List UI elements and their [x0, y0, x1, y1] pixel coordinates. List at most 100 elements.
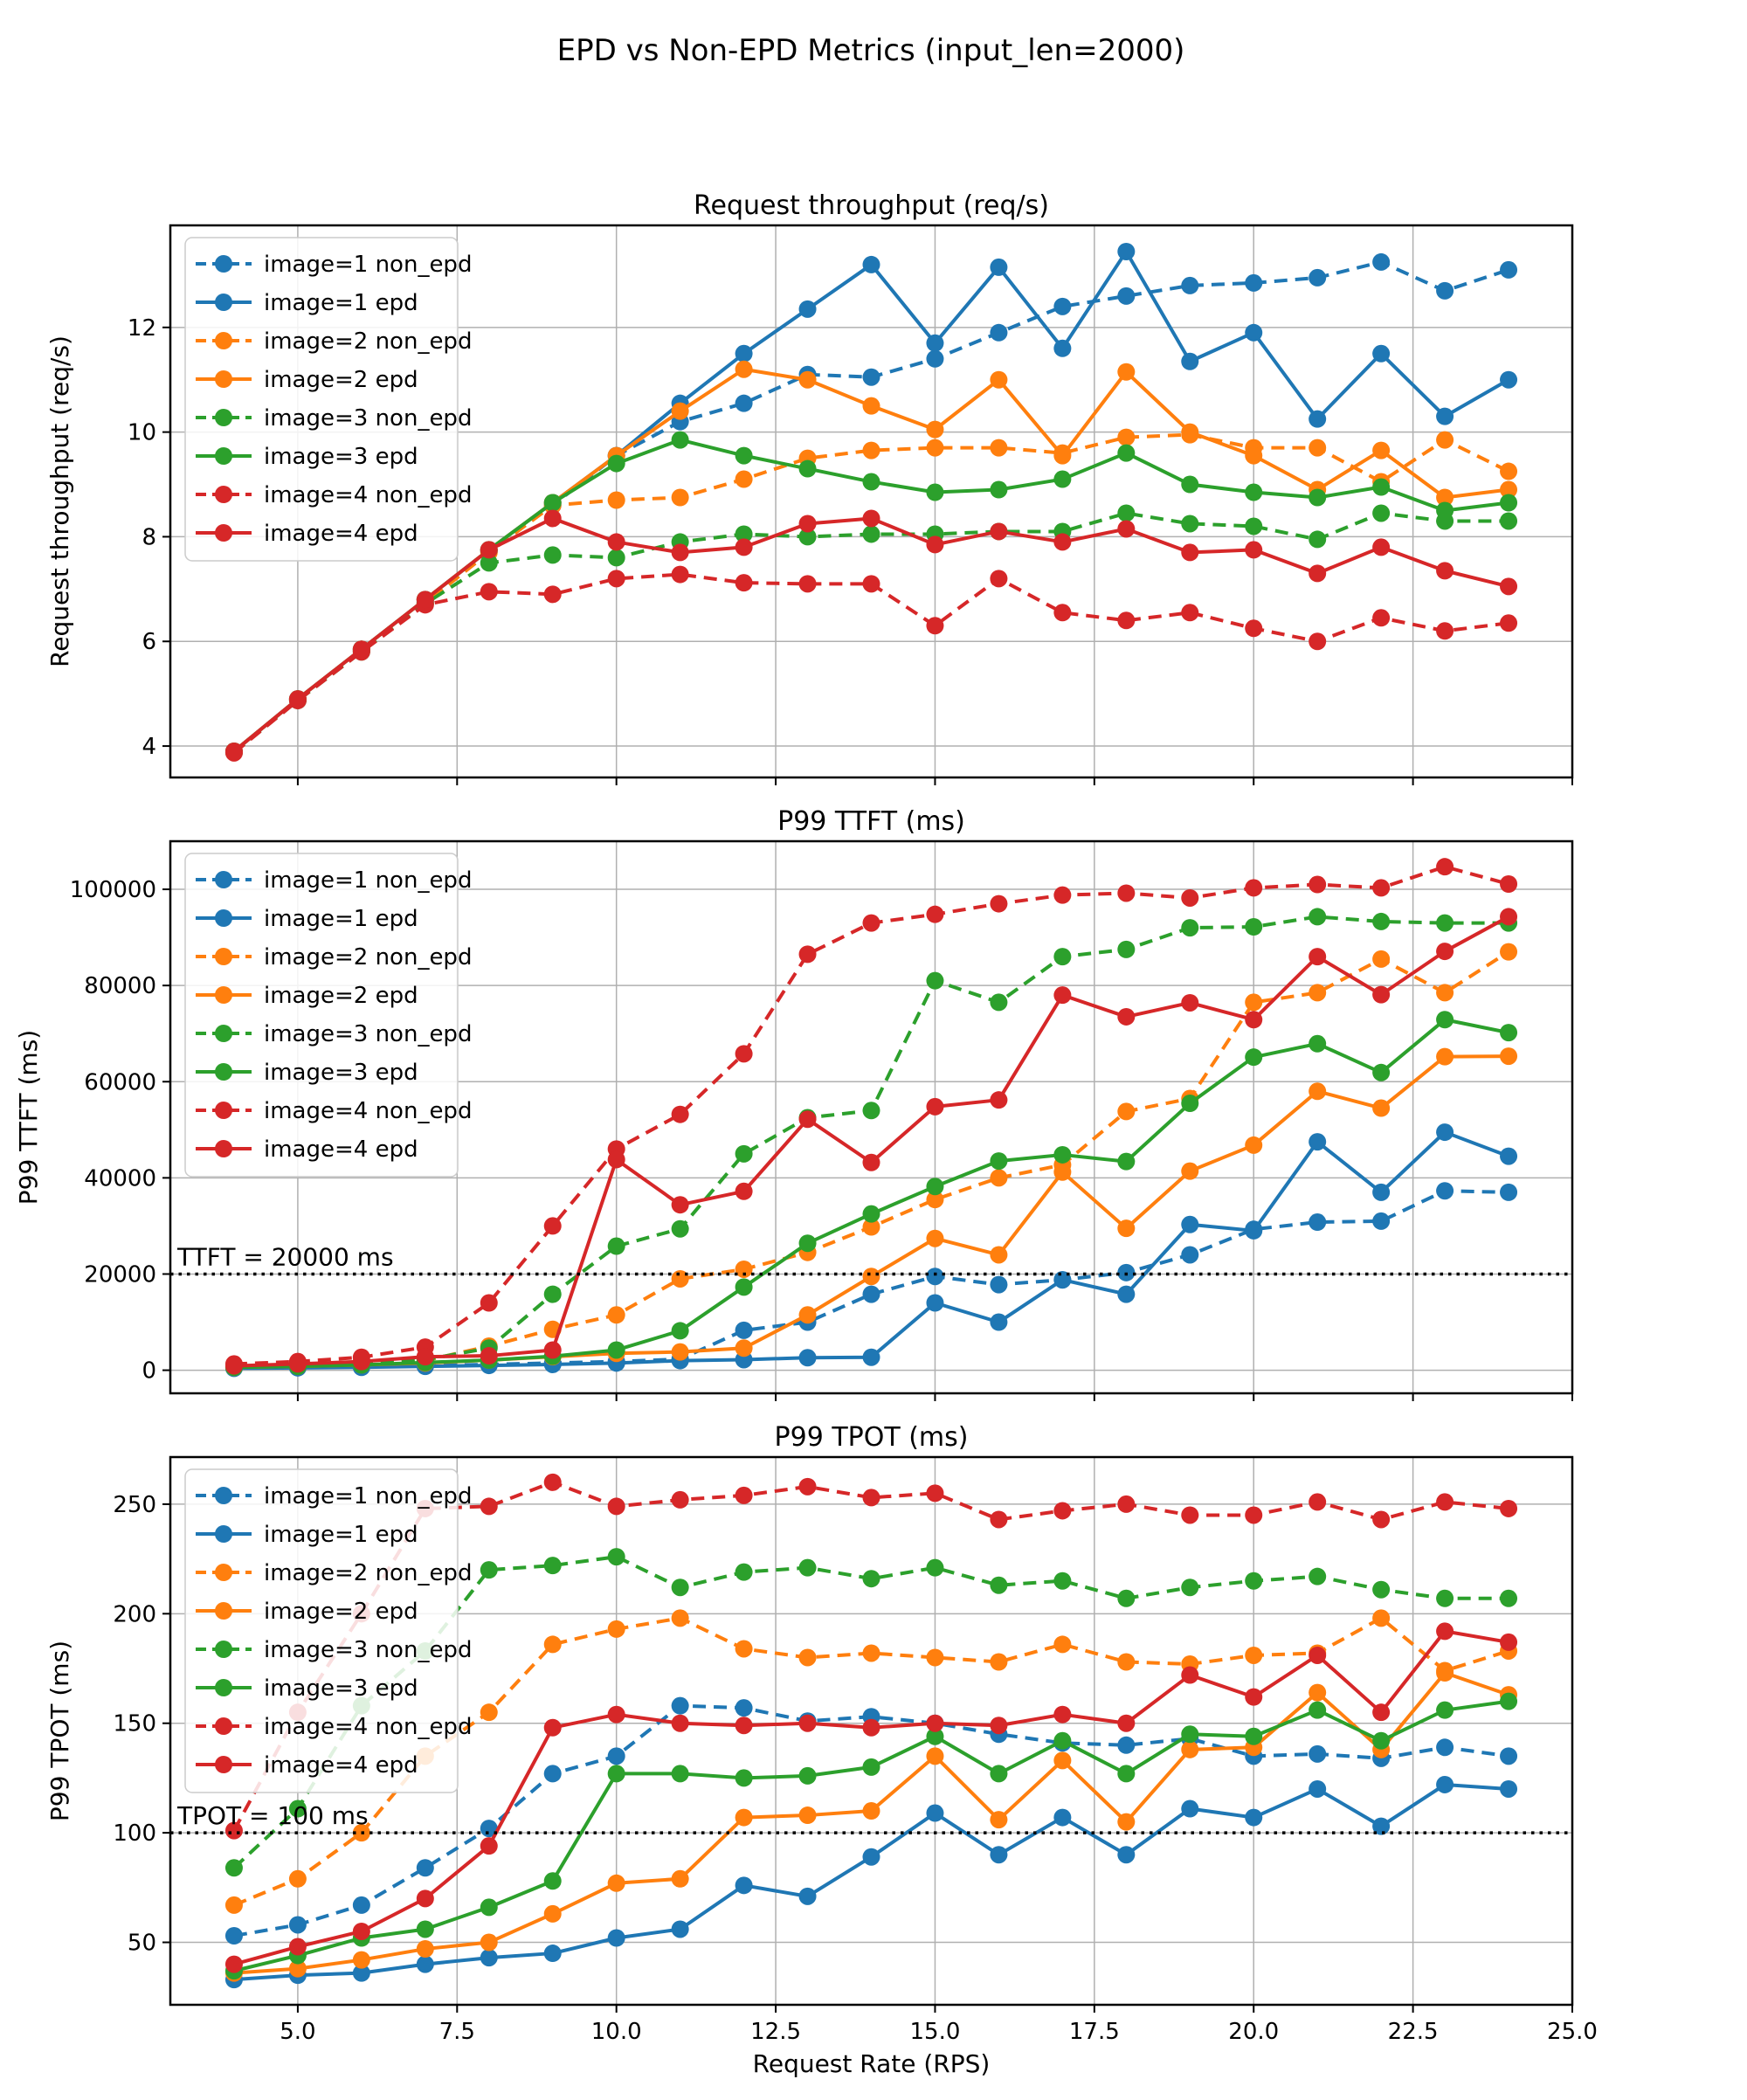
y-tick-label: 250	[113, 1492, 156, 1518]
y-tick-label: 200	[113, 1601, 156, 1627]
x-axis-label: Request Rate (RPS)	[753, 2049, 991, 2078]
legend: image=1 non_epd image=1 epd image=2 non_ep…	[184, 237, 472, 562]
y-axis-label: Request throughput (req/s)	[45, 335, 74, 667]
y-axis-label: P99 TTFT (ms)	[14, 1030, 43, 1205]
legend-entry-label: image=3 epd	[264, 1675, 418, 1702]
axes-spines	[169, 224, 1574, 779]
chart-ttft: TTFT = 20000 ms 0 20000 40000 60000 80000 1000…	[14, 806, 1574, 1401]
legend-entry-label: image=3 epd	[264, 444, 418, 470]
y-tick-label: 6	[142, 629, 156, 655]
legend-entry: image=3 non_epd	[196, 405, 472, 432]
legend-entry: image=1 epd	[196, 290, 418, 316]
legend-entry-label: image=4 epd	[264, 1752, 418, 1779]
series-image-2-epd	[224, 1664, 1518, 1982]
x-tick-label: 7.5	[439, 2019, 475, 2045]
legend-entry-label: image=2 non_epd	[264, 1560, 472, 1586]
y-tick-label: 150	[113, 1711, 156, 1737]
legend-entry-label: image=4 non_epd	[264, 1714, 472, 1740]
x-tick-label: 10.0	[591, 2019, 642, 2045]
legend-entry: image=3 non_epd	[196, 1637, 472, 1663]
subplot-title: P99 TTFT (ms)	[777, 806, 965, 837]
legend-entry-label: image=2 epd	[264, 367, 418, 393]
legend-entry-label: image=1 non_epd	[264, 867, 472, 894]
x-tick-label: 25.0	[1547, 2019, 1598, 2045]
axes-spines	[169, 839, 1574, 1395]
y-tick-label: 40000	[84, 1165, 156, 1192]
legend-entry-label: image=3 epd	[264, 1060, 418, 1086]
legend: image=1 non_epd image=1 epd image=2 non_ep…	[184, 1468, 472, 1793]
y-axis-label: P99 TPOT (ms)	[45, 1641, 74, 1821]
annotation-label: TPOT = 100 ms	[176, 1801, 369, 1830]
y-tick-label: 0	[142, 1358, 156, 1385]
legend-entry-label: image=2 non_epd	[264, 944, 472, 971]
legend-entry: image=4 non_epd	[196, 1098, 472, 1124]
legend-entry-label: image=4 epd	[264, 521, 418, 547]
y-tick-label: 10	[128, 420, 156, 446]
legend-entry: image=4 epd	[196, 1752, 418, 1779]
legend-entry: image=4 non_epd	[196, 482, 472, 508]
y-tick-label: 8	[142, 524, 156, 550]
legend-entry-label: image=2 epd	[264, 1599, 418, 1625]
legend-entry: image=2 epd	[196, 1599, 418, 1625]
legend-entry: image=3 epd	[196, 1675, 418, 1702]
series-image-4-epd	[224, 1622, 1518, 1973]
legend-entry-label: image=4 non_epd	[264, 1098, 472, 1124]
legend-entry: image=1 non_epd	[196, 867, 472, 894]
series-image-1-epd	[224, 1775, 1518, 1989]
x-tick-label: 5.0	[280, 2019, 315, 2045]
legend-entry: image=1 epd	[196, 1522, 418, 1548]
legend-entry-label: image=2 epd	[264, 983, 418, 1009]
legend-entry-label: image=1 epd	[264, 906, 418, 932]
chart-throughput: 4 6 8 10 12 Request throughput (req/s) Request…	[45, 190, 1574, 785]
legend-entry: image=1 epd	[196, 906, 418, 932]
figure-suptitle: EPD vs Non-EPD Metrics (input_len=2000)	[556, 33, 1185, 68]
legend-entry: image=2 non_epd	[196, 1560, 472, 1586]
y-tick-label: 50	[128, 1931, 156, 1957]
x-tick-label: 22.5	[1388, 2019, 1439, 2045]
legend-entry: image=3 epd	[196, 1060, 418, 1086]
y-tick-label: 60000	[84, 1069, 156, 1095]
series-image-4-epd	[224, 908, 1518, 1375]
legend-entry: image=2 epd	[196, 983, 418, 1009]
subplot-title: Request throughput (req/s)	[694, 190, 1049, 221]
legend-entry-label: image=1 epd	[264, 290, 418, 316]
y-tick-label: 4	[142, 734, 156, 760]
legend-entry: image=4 non_epd	[196, 1714, 472, 1740]
legend-entry-label: image=1 non_epd	[264, 252, 472, 278]
y-tick-label: 12	[128, 315, 156, 342]
legend-entry: image=2 non_epd	[196, 944, 472, 971]
legend-entry-label: image=3 non_epd	[264, 1637, 472, 1663]
legend-entry-label: image=2 non_epd	[264, 328, 472, 355]
legend-entry: image=2 non_epd	[196, 328, 472, 355]
chart-tpot: TPOT = 100 ms 5.0 7.5 10.0 12.5 15.0 17.5 20.0 2…	[45, 1422, 1598, 2045]
x-tick-label: 15.0	[910, 2019, 961, 2045]
series-image-4-epd	[224, 509, 1518, 761]
y-tick-label: 20000	[84, 1261, 156, 1288]
x-tick-label: 20.0	[1228, 2019, 1279, 2045]
x-tick-label: 17.5	[1069, 2019, 1120, 2045]
legend-entry: image=1 non_epd	[196, 1483, 472, 1509]
legend-entry: image=3 epd	[196, 444, 418, 470]
subplot-title: P99 TPOT (ms)	[775, 1422, 969, 1453]
legend-entry-label: image=3 non_epd	[264, 405, 472, 432]
legend-entry-label: image=4 epd	[264, 1136, 418, 1163]
y-tick-label: 80000	[84, 973, 156, 999]
legend-entry-label: image=4 non_epd	[264, 482, 472, 508]
annotation-label: TTFT = 20000 ms	[176, 1242, 394, 1271]
legend-entry: image=3 non_epd	[196, 1021, 472, 1047]
y-tick-label: 100	[113, 1820, 156, 1847]
series-image-4-non_epd	[224, 565, 1518, 762]
x-tick-label: 12.5	[750, 2019, 801, 2045]
y-tick-label: 100000	[70, 877, 156, 903]
legend-entry-label: image=1 non_epd	[264, 1483, 472, 1509]
legend-entry: image=4 epd	[196, 521, 418, 547]
legend: image=1 non_epd image=1 epd image=2 non_ep…	[184, 853, 472, 1178]
legend-entry: image=1 non_epd	[196, 252, 472, 278]
legend-entry-label: image=3 non_epd	[264, 1021, 472, 1047]
legend-entry-label: image=1 epd	[264, 1522, 418, 1548]
axes-spines	[169, 1455, 1574, 2007]
legend-entry: image=2 epd	[196, 367, 418, 393]
